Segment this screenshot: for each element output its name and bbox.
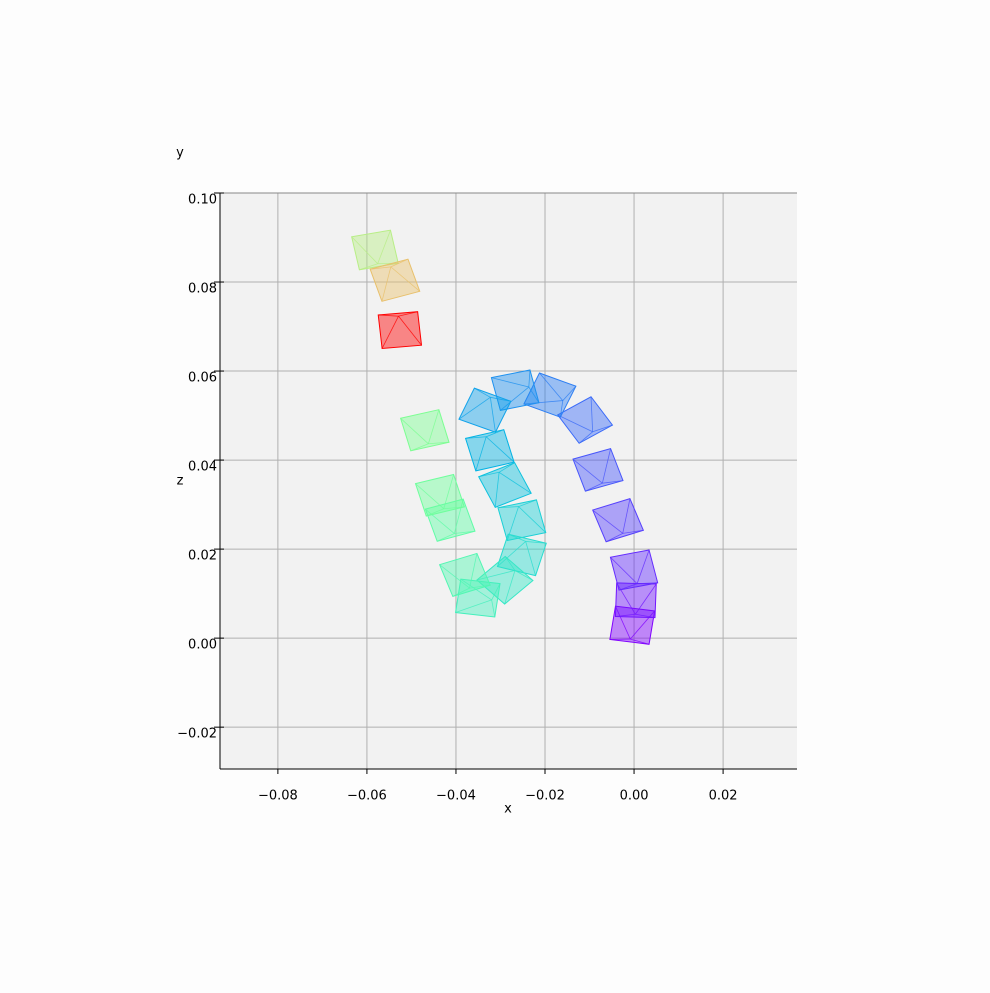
- frustum: [610, 550, 657, 590]
- frustum: [378, 312, 421, 349]
- x-tick-label: −0.06: [347, 789, 387, 804]
- y-axis-label: y: [176, 146, 184, 161]
- z-tick-label: −0.02: [177, 727, 217, 742]
- x-axis-label: x: [504, 802, 512, 817]
- z-tick-label: 0.06: [188, 371, 217, 386]
- x-tick-label: −0.04: [436, 789, 476, 804]
- frustum-face: [610, 550, 657, 590]
- z-tick-label: 0.00: [188, 638, 217, 653]
- z-tick-label: 0.02: [188, 549, 217, 564]
- z-tick-label: 0.04: [188, 460, 217, 475]
- z-tick-label: 0.10: [188, 193, 217, 208]
- x-tick-label: −0.08: [258, 789, 298, 804]
- frustum-face: [498, 500, 546, 541]
- z-tick-label: 0.08: [188, 282, 217, 297]
- x-tick-label: 0.02: [709, 789, 738, 804]
- frustum: [498, 500, 546, 541]
- x-tick-label: 0.00: [620, 789, 649, 804]
- z-axis-label: z: [177, 474, 184, 489]
- x-tick-label: −0.02: [525, 789, 565, 804]
